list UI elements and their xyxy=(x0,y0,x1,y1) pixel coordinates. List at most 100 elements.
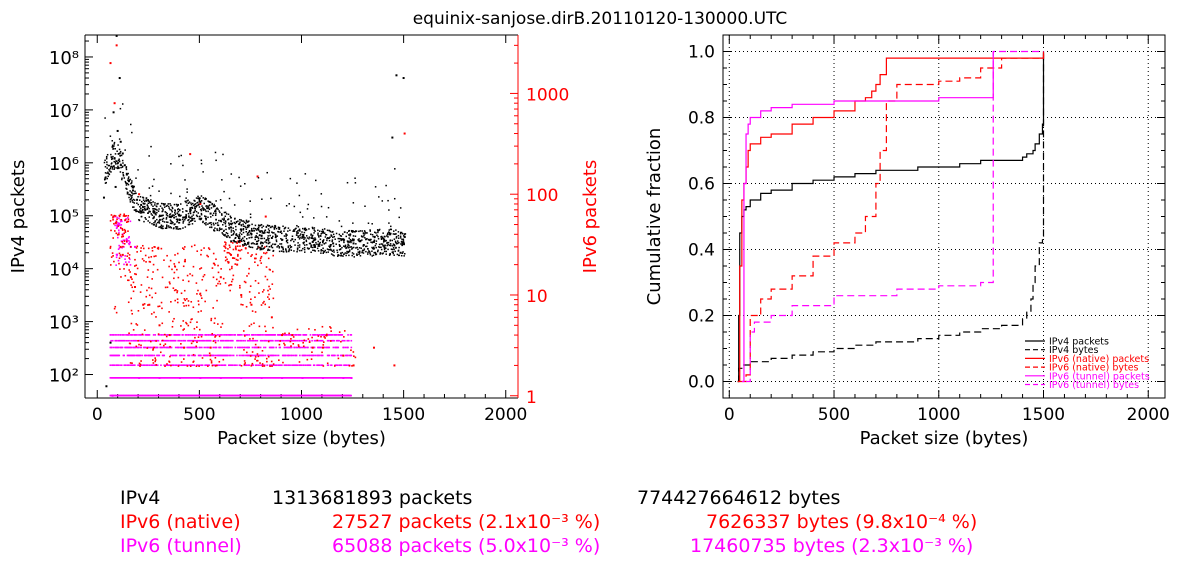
ipv6-native-point xyxy=(236,245,239,247)
ipv4-point xyxy=(277,226,280,229)
ipv6-tunnel-point xyxy=(255,364,258,367)
ipv4-point xyxy=(253,243,255,245)
ipv6-native-point xyxy=(220,326,222,328)
ipv4-point xyxy=(203,202,205,205)
ipv4-point xyxy=(388,229,390,231)
ipv6-tunnel-point xyxy=(114,339,117,342)
ipv4-point xyxy=(223,229,225,232)
ipv6-tunnel-point xyxy=(293,364,295,367)
ipv4-point xyxy=(176,205,178,207)
ipv6-native-point xyxy=(183,305,185,307)
ipv6-native-point xyxy=(120,276,122,278)
x-axis-label: Packet size (bytes) xyxy=(860,428,1029,449)
ipv6-native-point xyxy=(247,272,250,275)
ipv4-point xyxy=(347,247,350,249)
ipv4-point xyxy=(218,228,221,230)
ipv4-point xyxy=(127,191,129,194)
ipv4-point xyxy=(308,242,311,245)
ipv4-point xyxy=(346,252,348,255)
ipv4-point xyxy=(186,191,188,193)
ipv4-point xyxy=(276,235,279,237)
ipv6-tunnel-point xyxy=(285,364,287,367)
ipv6-tunnel-point xyxy=(149,339,152,342)
ipv6-native-point xyxy=(244,281,247,284)
ipv6-tunnel-point xyxy=(174,334,176,336)
ipv4-point xyxy=(381,243,384,245)
ipv6-tunnel-point xyxy=(244,339,246,342)
ipv6-tunnel-point xyxy=(111,364,114,367)
ipv4-point xyxy=(251,246,254,249)
ipv6-tunnel-point xyxy=(342,346,344,349)
ipv6-tunnel-point xyxy=(350,354,353,357)
ipv4-point xyxy=(317,232,319,235)
ipv6-tunnel-point xyxy=(205,339,208,342)
ipv6-tunnel-point xyxy=(117,248,120,250)
ipv6-native-point xyxy=(123,213,125,216)
ipv4-point xyxy=(247,241,250,244)
ipv6-native-point xyxy=(298,345,300,348)
ipv6-tunnel-point xyxy=(238,346,241,349)
ipv4-point xyxy=(351,239,354,241)
ipv6-tunnel-point xyxy=(248,364,250,367)
ipv6-native-point xyxy=(214,341,217,344)
ipv4-point xyxy=(303,241,305,244)
ipv4-point xyxy=(194,220,196,222)
ipv6-native-point xyxy=(224,247,227,249)
ipv6-native-point xyxy=(155,316,157,318)
ipv6-native-point xyxy=(196,250,199,252)
ipv6-tunnel-point xyxy=(201,346,203,349)
ipv6-native-point xyxy=(113,222,115,225)
ipv4-point xyxy=(255,243,257,245)
ipv6-tunnel-point xyxy=(287,354,290,357)
ipv6-native-point xyxy=(240,364,243,367)
ipv4-point xyxy=(137,203,140,206)
x-axis-label: Packet size (bytes) xyxy=(217,428,386,449)
ipv4-point xyxy=(314,238,317,241)
ipv4-point xyxy=(395,233,397,235)
ipv4-point xyxy=(212,212,215,215)
ipv6-tunnel-point xyxy=(290,354,293,357)
ipv4-point xyxy=(316,247,319,250)
ipv6-native-point xyxy=(218,280,221,283)
ipv6-tunnel-point xyxy=(120,346,123,349)
ipv6-native-point xyxy=(262,302,264,304)
ipv4-point xyxy=(249,216,252,219)
ipv4-point xyxy=(105,181,107,184)
ipv6-tunnel-point xyxy=(317,364,319,367)
ipv6-tunnel-point xyxy=(272,354,275,357)
ipv4-point xyxy=(138,219,141,222)
ipv6-tunnel-point xyxy=(165,334,167,336)
ipv6-tunnel-point xyxy=(252,339,255,342)
ipv4-point xyxy=(266,231,269,234)
ipv6-tunnel-point xyxy=(205,334,207,336)
ipv6-tunnel-point xyxy=(148,364,151,367)
ipv4-point xyxy=(125,184,128,186)
y-tick-label: 10⁷ xyxy=(49,101,79,122)
ipv4-point xyxy=(375,240,378,242)
ipv6-tunnel-point xyxy=(213,334,215,336)
ipv6-tunnel-point xyxy=(125,334,128,336)
ipv6-tunnel-point xyxy=(276,354,278,357)
ipv4-point xyxy=(156,211,158,214)
ipv6-native-point xyxy=(352,364,355,367)
ipv4-point xyxy=(161,226,163,228)
ipv4-point xyxy=(360,247,362,249)
ipv4-point xyxy=(178,219,181,222)
ipv4-point xyxy=(216,229,219,232)
ipv4-point xyxy=(243,239,245,242)
ipv6-native-point xyxy=(200,310,202,312)
ipv6-tunnel-point xyxy=(251,334,254,336)
ipv6-native-point xyxy=(224,259,227,262)
ipv6-tunnel-point xyxy=(330,364,333,367)
ipv6-native-point xyxy=(340,340,342,343)
ipv6-tunnel-point xyxy=(268,346,271,349)
ipv6-tunnel-point xyxy=(194,346,197,349)
ipv4-point xyxy=(197,195,199,198)
ipv6-tunnel-point xyxy=(321,354,323,357)
ipv6-native-point xyxy=(118,252,121,255)
ipv4-point xyxy=(103,161,106,164)
ipv6-tunnel-point xyxy=(200,364,202,367)
ipv4-point xyxy=(272,243,274,245)
ipv4-point xyxy=(384,240,386,242)
ipv6-tunnel-point xyxy=(156,339,159,342)
